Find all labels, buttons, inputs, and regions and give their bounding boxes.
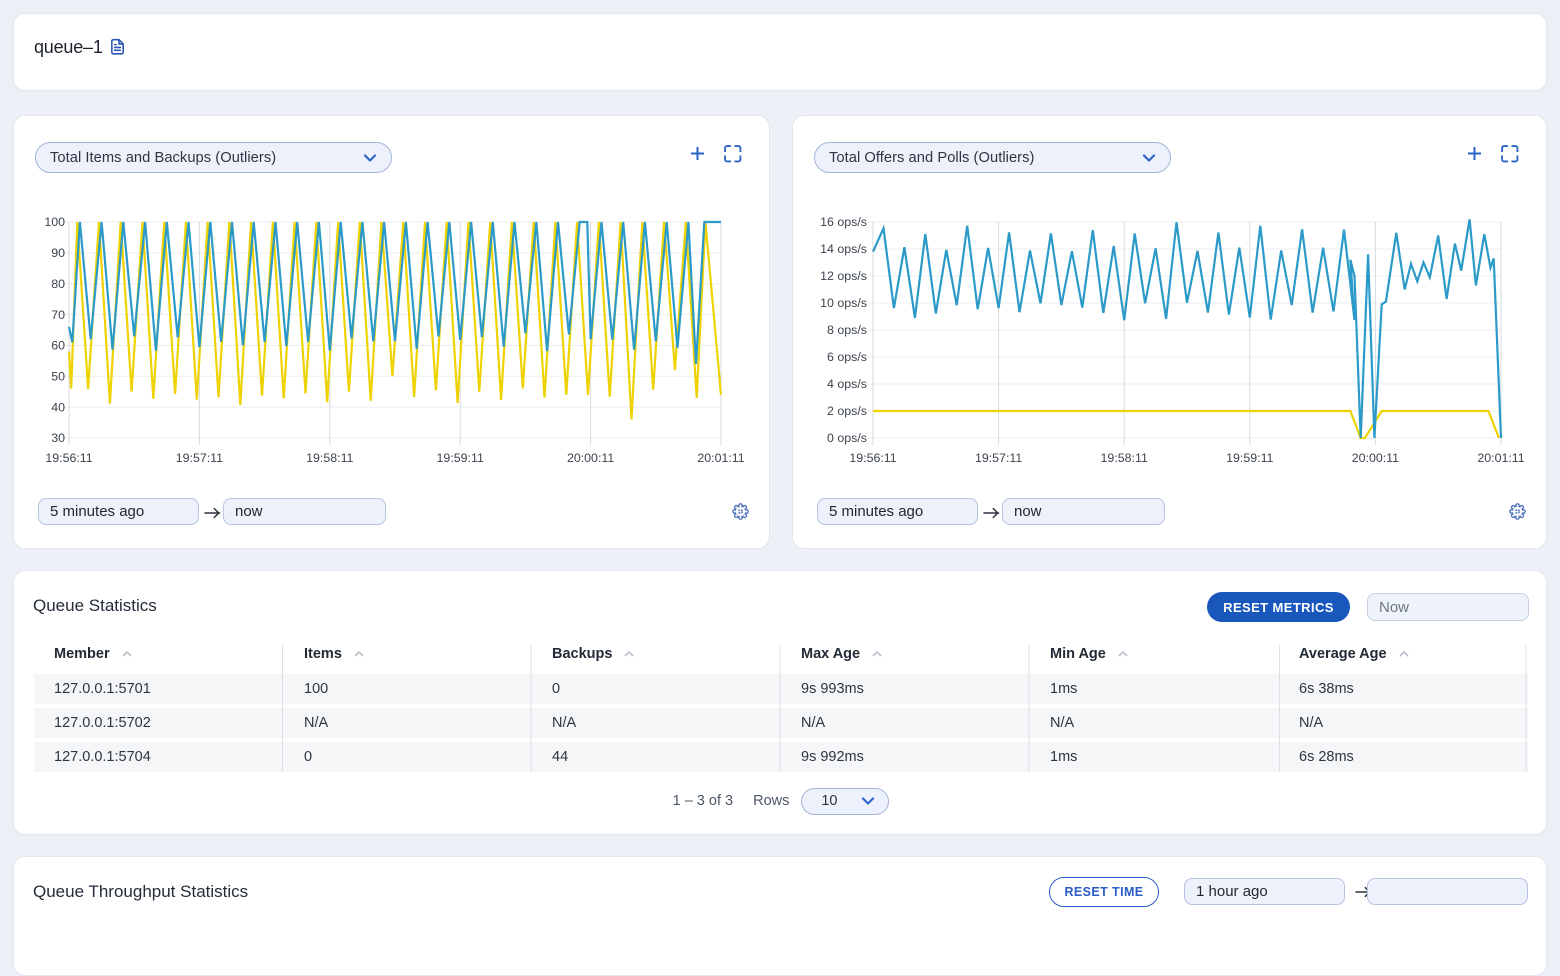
svg-text:90: 90: [51, 246, 65, 260]
svg-text:40: 40: [51, 400, 65, 414]
svg-text:20:01:11: 20:01:11: [697, 451, 744, 465]
svg-text:20:00:11: 20:00:11: [1352, 451, 1399, 465]
svg-text:80: 80: [51, 277, 65, 291]
svg-text:19:59:11: 19:59:11: [437, 451, 484, 465]
svg-text:14 ops/s: 14 ops/s: [820, 242, 867, 256]
svg-text:2 ops/s: 2 ops/s: [827, 404, 867, 418]
svg-text:19:56:11: 19:56:11: [849, 451, 896, 465]
svg-text:10 ops/s: 10 ops/s: [820, 296, 867, 310]
svg-text:19:58:11: 19:58:11: [306, 451, 353, 465]
svg-text:50: 50: [51, 369, 65, 383]
svg-text:0 ops/s: 0 ops/s: [827, 431, 867, 445]
svg-text:100: 100: [44, 215, 65, 229]
svg-text:20:01:11: 20:01:11: [1477, 451, 1524, 465]
svg-text:16 ops/s: 16 ops/s: [820, 215, 867, 229]
svg-text:30: 30: [51, 431, 65, 445]
svg-text:19:57:11: 19:57:11: [975, 451, 1022, 465]
svg-text:60: 60: [51, 339, 65, 353]
svg-text:70: 70: [51, 308, 65, 322]
svg-text:6 ops/s: 6 ops/s: [827, 350, 867, 364]
svg-text:19:58:11: 19:58:11: [1101, 451, 1148, 465]
svg-text:19:59:11: 19:59:11: [1226, 451, 1273, 465]
svg-text:19:57:11: 19:57:11: [176, 451, 223, 465]
svg-text:8 ops/s: 8 ops/s: [827, 323, 867, 337]
svg-text:20:00:11: 20:00:11: [567, 451, 614, 465]
svg-text:4 ops/s: 4 ops/s: [827, 377, 867, 391]
svg-text:12 ops/s: 12 ops/s: [820, 269, 867, 283]
svg-text:19:56:11: 19:56:11: [45, 451, 92, 465]
